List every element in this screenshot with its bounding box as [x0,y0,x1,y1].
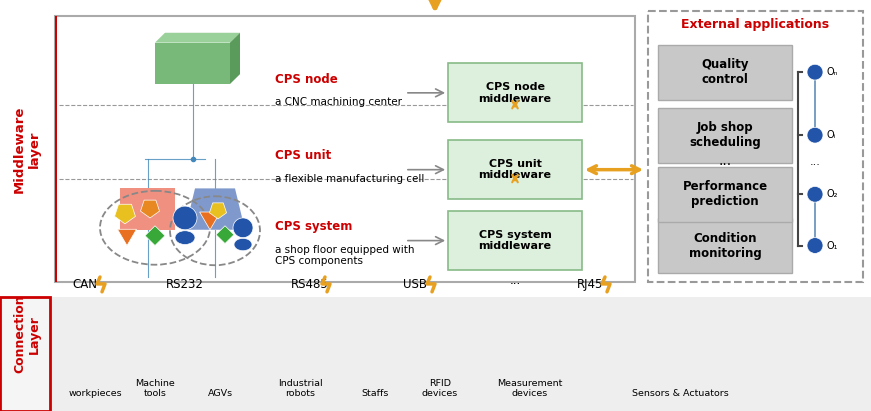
Circle shape [807,64,823,80]
Text: a CNC machining center: a CNC machining center [275,97,402,107]
Circle shape [807,238,823,254]
Text: Sensors & Actuators: Sensors & Actuators [631,389,728,398]
Polygon shape [209,203,226,219]
FancyBboxPatch shape [448,211,582,270]
Text: Quality
control: Quality control [701,58,749,86]
Text: Middleware
layer: Middleware layer [13,105,41,193]
Text: Job shop
scheduling: Job shop scheduling [689,121,761,149]
Text: Measurement
devices: Measurement devices [497,379,563,398]
Polygon shape [118,229,137,245]
Text: AGVs: AGVs [207,389,233,398]
FancyBboxPatch shape [648,11,863,282]
Polygon shape [140,200,159,218]
FancyBboxPatch shape [120,188,175,230]
Text: USB: USB [403,278,427,291]
Text: CPS node
middleware: CPS node middleware [478,82,551,104]
Text: a flexible manufacturing cell: a flexible manufacturing cell [275,173,424,184]
Text: RS232: RS232 [166,278,204,291]
FancyBboxPatch shape [448,140,582,199]
Text: O₁: O₁ [826,240,838,251]
FancyBboxPatch shape [155,43,230,84]
Polygon shape [185,188,245,230]
Text: ···: ··· [809,160,820,170]
Polygon shape [199,212,220,230]
Text: RJ45: RJ45 [577,278,604,291]
Text: CPS unit
middleware: CPS unit middleware [478,159,551,180]
FancyBboxPatch shape [55,16,57,282]
Text: External applications: External applications [681,18,829,31]
Text: Performance
prediction: Performance prediction [683,180,767,208]
FancyBboxPatch shape [658,44,792,100]
Ellipse shape [175,231,195,245]
Text: Oₙ: Oₙ [826,67,838,77]
Polygon shape [216,226,234,244]
Polygon shape [230,33,240,84]
Circle shape [807,187,823,202]
Ellipse shape [234,238,252,251]
FancyBboxPatch shape [0,297,871,411]
Text: Oᵢ: Oᵢ [826,130,835,140]
FancyBboxPatch shape [658,218,792,273]
Text: O₂: O₂ [826,189,838,199]
Text: CPS unit: CPS unit [275,149,331,162]
Circle shape [173,206,197,230]
Text: Machine
tools: Machine tools [135,379,175,398]
Circle shape [233,218,253,238]
Text: ···: ··· [510,278,521,291]
Text: CPS system: CPS system [275,220,353,233]
Polygon shape [155,33,240,43]
Polygon shape [145,226,165,245]
FancyBboxPatch shape [658,167,792,222]
Text: Connection
Layer: Connection Layer [13,295,41,374]
FancyBboxPatch shape [448,63,582,122]
Polygon shape [115,204,136,224]
FancyBboxPatch shape [658,108,792,163]
FancyBboxPatch shape [55,16,635,282]
Text: CPS system
middleware: CPS system middleware [478,230,551,252]
Text: workpieces: workpieces [68,389,122,398]
Text: CPS node: CPS node [275,73,338,85]
Text: RS485: RS485 [291,278,329,291]
Text: Staffs: Staffs [361,389,388,398]
Circle shape [807,127,823,143]
Text: CAN: CAN [72,278,98,291]
Text: a shop floor equipped with
CPS components: a shop floor equipped with CPS component… [275,245,415,266]
FancyBboxPatch shape [0,297,50,411]
Text: Condition
monitoring: Condition monitoring [689,231,761,259]
Text: ···: ··· [719,158,732,172]
Text: RFID
devices: RFID devices [422,379,458,398]
Text: Industrial
robots: Industrial robots [278,379,322,398]
